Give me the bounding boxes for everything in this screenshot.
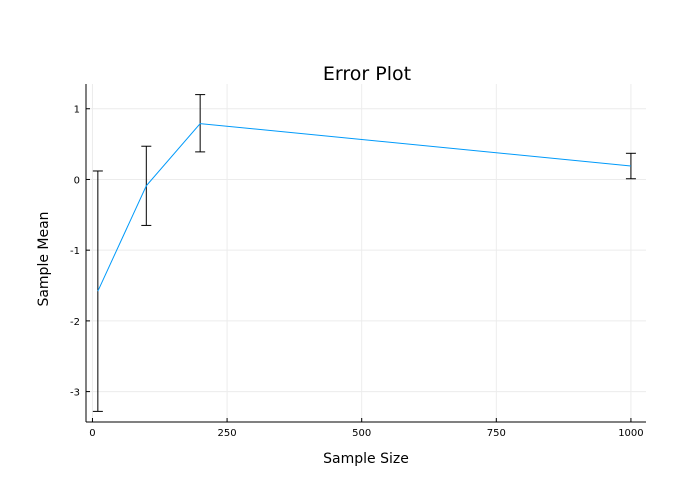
x-tick-label: 500	[352, 428, 371, 439]
series-line	[97, 123, 631, 292]
x-tick-label: 750	[487, 428, 506, 439]
y-tick-label: 1	[74, 105, 80, 116]
chart-title: Error Plot	[323, 63, 411, 85]
ticks: 0 250 500 750 1000 -3 -2 -1 0 1	[70, 105, 644, 439]
series-lines	[97, 123, 631, 292]
x-tick-label: 250	[218, 428, 237, 439]
axes	[85, 84, 646, 423]
y-axis-label: Sample Mean	[36, 211, 52, 306]
x-axis-label: Sample Size	[323, 451, 409, 467]
grid-lines	[86, 84, 646, 422]
x-tick-label: 0	[89, 428, 95, 439]
y-tick-label: -2	[70, 317, 80, 328]
y-tick-label: -3	[70, 388, 80, 399]
y-tick-label: 0	[74, 175, 80, 186]
x-tick-label: 1000	[618, 428, 643, 439]
error-bars	[92, 94, 636, 412]
y-tick-label: -1	[70, 246, 80, 257]
